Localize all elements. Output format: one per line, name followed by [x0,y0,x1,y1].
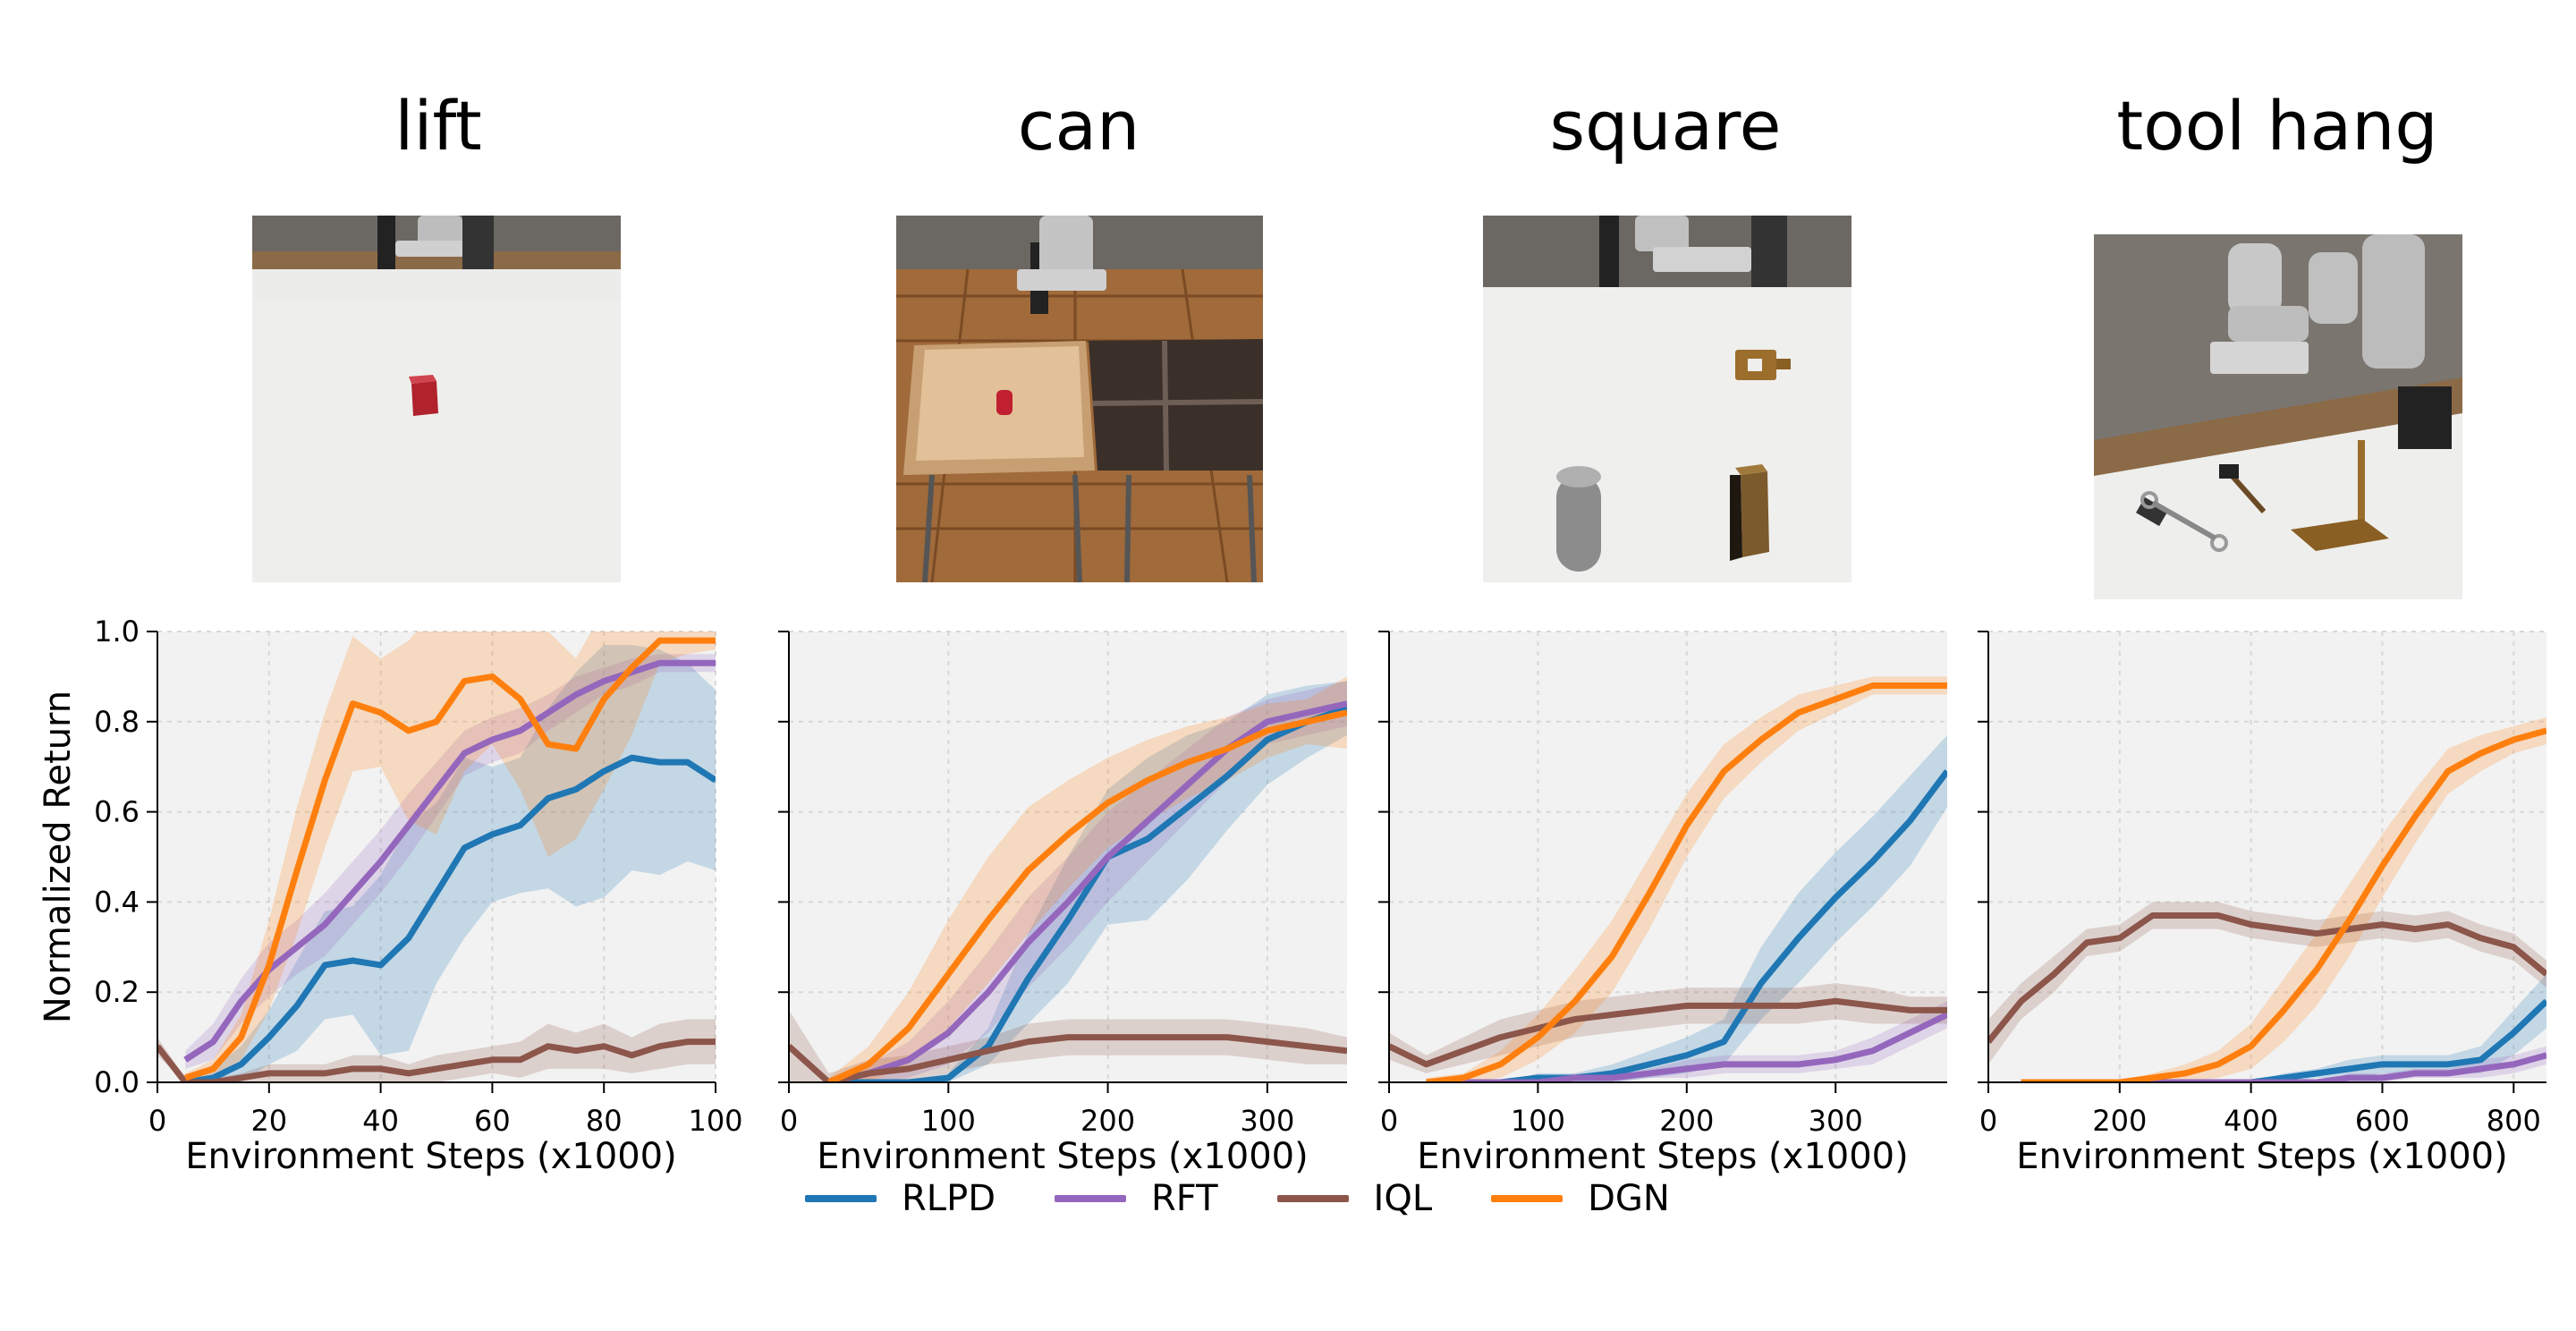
legend-label-rlpd: RLPD [902,1178,996,1219]
legend-swatch-rft [1055,1195,1126,1202]
x-tick-label: 60 [474,1104,511,1138]
line-rft [1426,1012,1947,1082]
x-tick-label: 100 [921,1104,976,1138]
x-tick-label: 20 [250,1104,287,1138]
x-tick-label: 0 [1380,1104,1398,1138]
line-dgn [1426,682,1947,1082]
x-tick-label: 0 [148,1104,166,1138]
x-tick-label: 40 [362,1104,399,1138]
y-tick-label: 0.2 [94,975,140,1009]
x-tick-label: 800 [2487,1104,2541,1138]
line-rft [2021,1052,2546,1082]
band-rlpd [1426,734,1947,1082]
line-iql [789,1034,1347,1082]
legend-item-rft: RFT [1055,1178,1218,1219]
x-tick-label: 200 [2092,1104,2147,1138]
band-rlpd [2021,974,2546,1082]
legend-item-iql: IQL [1276,1178,1433,1219]
legend-item-dgn: DGN [1491,1178,1670,1219]
legend-swatch-dgn [1491,1195,1563,1202]
y-tick-label: 0.4 [94,885,140,919]
x-tick-label: 400 [2224,1104,2278,1138]
x-tick-label: 200 [1080,1104,1135,1138]
x-tick-label: 300 [1240,1104,1294,1138]
x-axis-label: Environment Steps (x1000) [1417,1136,1908,1177]
x-tick-label: 200 [1659,1104,1714,1138]
legend-label-rft: RFT [1151,1178,1218,1219]
task-title-tool-hang: tool hang [2116,86,2438,165]
line-dgn [184,637,716,1081]
plot-area-1 [789,632,1347,1082]
y-tick-label: 0.8 [94,705,140,739]
line-dgn [827,709,1347,1082]
y-tick-label: 1.0 [94,615,140,649]
x-axis-label: Environment Steps (x1000) [817,1136,1308,1177]
legend-swatch-rlpd [805,1195,877,1202]
legend-label-iql: IQL [1373,1178,1433,1219]
x-tick-label: 100 [1511,1104,1565,1138]
x-tick-label: 80 [586,1104,623,1138]
x-tick-label: 0 [1979,1104,1997,1138]
line-iql [1988,912,2546,1044]
y-tick-label: 0.0 [94,1065,140,1099]
tool-hang-scene-image [2094,234,2462,599]
x-tick-label: 600 [2355,1104,2410,1138]
band-iql [157,1019,716,1082]
legend-item-rlpd: RLPD [805,1178,996,1219]
band-iql [1988,902,2546,1064]
line-rft [827,700,1347,1082]
task-title-lift: lift [394,86,482,165]
line-dgn [2021,727,2546,1082]
x-tick-label: 0 [780,1104,798,1138]
legend-swatch-iql [1276,1195,1349,1202]
y-axis-label: Normalized Return [38,691,79,1023]
band-rft [185,654,716,1069]
line-rlpd [2021,998,2546,1082]
task-title-can: can [1017,86,1140,165]
line-iql [157,1039,716,1082]
line-rlpd [184,754,716,1082]
x-tick-label: 300 [1809,1104,1863,1138]
band-dgn [828,676,1347,1082]
task-title-square: square [1549,86,1782,165]
x-tick-label: 100 [688,1104,742,1138]
plot-area-3 [1988,632,2546,1082]
legend-label-dgn: DGN [1588,1178,1670,1219]
square-scene-image [1483,216,1852,582]
x-axis-label: Environment Steps (x1000) [185,1136,676,1177]
legend: RLPD RFT IQL DGN [805,1174,1834,1224]
band-dgn [185,632,716,1082]
x-axis-label: Environment Steps (x1000) [2016,1136,2507,1177]
lift-scene-image [252,216,621,582]
band-dgn [2021,716,2546,1082]
line-iql [1389,997,1947,1068]
y-tick-label: 0.6 [94,795,140,829]
can-scene-image [896,216,1263,582]
